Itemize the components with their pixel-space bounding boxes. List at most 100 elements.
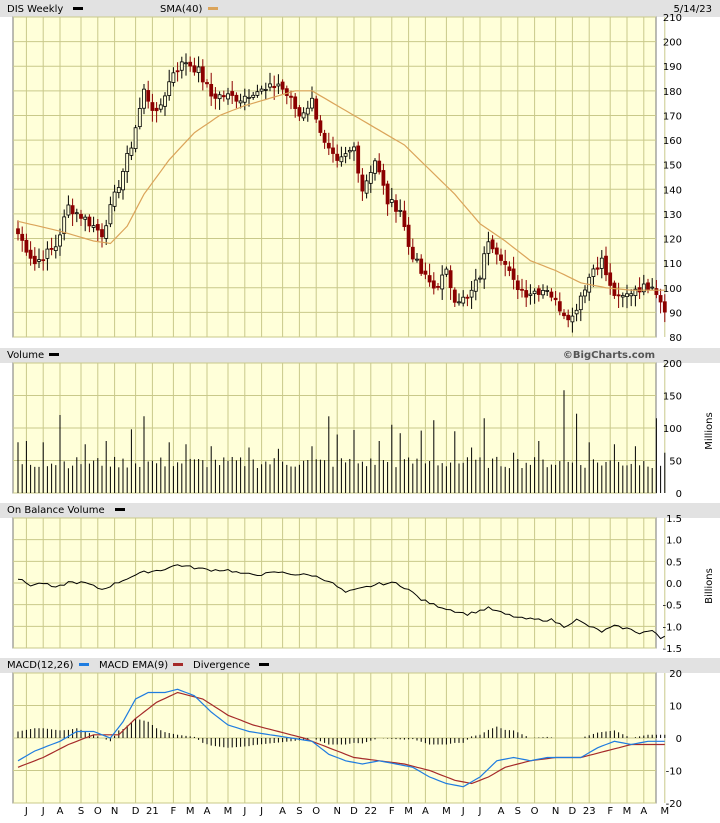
obv-legend-swatch <box>115 508 125 511</box>
price-candle <box>410 246 415 260</box>
x-tick-label: N <box>333 806 340 817</box>
price-candle <box>650 286 655 289</box>
price-candle <box>604 255 608 276</box>
price-candle <box>175 70 180 73</box>
x-tick-label: M <box>660 806 669 817</box>
obv-header-band <box>0 503 720 518</box>
macd-label: MACD(12,26) <box>7 660 74 671</box>
price-candle <box>289 95 293 98</box>
x-tick-label: A <box>498 806 505 817</box>
price-candle <box>385 183 390 205</box>
price-candle <box>402 210 407 228</box>
x-tick-label: 21 <box>146 806 159 817</box>
symbol-legend-swatch <box>73 7 83 10</box>
price-candle <box>230 91 235 96</box>
price-candle <box>45 248 50 259</box>
price-candle <box>520 288 524 291</box>
price-candle <box>314 98 319 120</box>
x-tick-label: D <box>569 806 577 817</box>
obv-header: On Balance Volume Billions <box>7 505 715 604</box>
obv-y-tick-label: 0.0 <box>666 579 682 590</box>
price-candle <box>163 95 167 107</box>
price-candle <box>62 216 67 234</box>
price-candle <box>373 160 377 174</box>
price-candle <box>104 225 109 239</box>
price-candle <box>503 261 508 265</box>
price-y-tick-label: 90 <box>669 308 682 319</box>
price-candle <box>347 149 352 153</box>
price-y-tick-label: 120 <box>663 235 682 246</box>
price-candle <box>486 241 491 254</box>
price-candle <box>339 156 344 163</box>
price-candle <box>234 94 239 102</box>
price-y-tick-label: 200 <box>663 38 682 49</box>
price-candle <box>331 147 335 154</box>
macd-y-tick-label: 10 <box>669 702 682 713</box>
x-tick-label: 22 <box>364 806 377 817</box>
volume-header-band <box>0 348 720 363</box>
price-candle <box>125 153 130 173</box>
price-candle <box>297 107 302 117</box>
price-candle <box>280 81 285 90</box>
price-candle <box>461 296 466 304</box>
price-candle <box>436 285 440 288</box>
volume-y-tick-label: 150 <box>663 392 682 403</box>
price-candle <box>142 88 146 109</box>
obv-y-tick-label: -0.5 <box>662 601 682 612</box>
price-candle <box>368 172 373 184</box>
price-y-tick-label: 150 <box>663 161 682 172</box>
price-candle <box>70 205 75 215</box>
price-candle <box>616 294 621 297</box>
x-tick-label: J <box>24 806 28 817</box>
macd-header: MACD(12,26) MACD EMA(9) Divergence <box>7 660 269 671</box>
price-candle <box>74 212 79 215</box>
price-candle <box>620 295 625 298</box>
volume-unit-label: Millions <box>704 412 715 449</box>
price-candle <box>116 187 121 193</box>
price-candle <box>184 62 188 65</box>
price-candle <box>305 107 310 115</box>
x-tick-label: D <box>132 806 140 817</box>
price-candle <box>545 290 550 292</box>
price-candle <box>154 107 159 112</box>
x-tick-label: M <box>442 806 451 817</box>
price-candle <box>583 289 587 297</box>
obv-y-tick-label: 0.5 <box>666 557 682 568</box>
price-candle <box>209 83 214 97</box>
price-candle <box>478 277 482 280</box>
price-candle <box>16 228 20 235</box>
price-candle <box>419 258 424 274</box>
price-y-tick-label: 160 <box>663 136 682 147</box>
x-tick-label: J <box>478 806 482 817</box>
x-tick-label: F <box>607 806 613 817</box>
price-candle <box>494 247 499 255</box>
price-candle <box>255 91 260 96</box>
x-tick-label: A <box>204 806 211 817</box>
price-candle <box>360 174 365 192</box>
price-candle <box>200 66 205 83</box>
volume-y-tick-label: 50 <box>669 457 682 468</box>
price-candle <box>465 296 470 299</box>
price-y-tick-label: 110 <box>663 259 682 270</box>
price-candle <box>192 65 197 73</box>
price-candle <box>398 209 403 212</box>
price-candle <box>528 293 533 296</box>
price-y-tick-label: 80 <box>669 333 682 344</box>
price-candle <box>532 290 537 294</box>
obv-unit-label: Billions <box>704 568 715 604</box>
macd-y-tick-label: -10 <box>666 767 682 778</box>
macd-y-tick-label: 20 <box>669 669 682 680</box>
price-candle <box>121 170 125 191</box>
price-candle <box>352 146 356 152</box>
price-candle <box>205 82 209 85</box>
price-candle <box>20 233 25 241</box>
volume-header: Volume Millions <box>7 350 715 450</box>
price-candle <box>28 249 33 259</box>
divergence-legend-swatch <box>259 663 269 666</box>
macd-header-band <box>0 658 720 673</box>
price-candle <box>557 301 562 312</box>
price-y-tick-label: 130 <box>663 210 682 221</box>
x-tick-label: A <box>422 806 429 817</box>
price-candle <box>87 216 92 227</box>
